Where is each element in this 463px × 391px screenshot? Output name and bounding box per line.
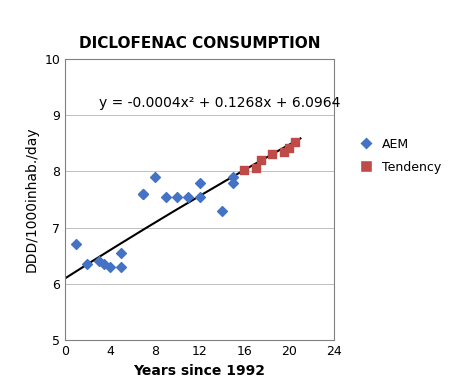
Point xyxy=(290,139,298,145)
Point xyxy=(218,208,225,214)
Legend: AEM, Tendency: AEM, Tendency xyxy=(350,135,443,176)
Point xyxy=(83,261,91,267)
Point xyxy=(257,157,264,163)
Title: DICLOFENAC CONSUMPTION: DICLOFENAC CONSUMPTION xyxy=(79,36,319,50)
Point xyxy=(139,191,147,197)
Point xyxy=(195,179,203,186)
Point xyxy=(195,194,203,200)
Point xyxy=(173,194,181,200)
Point xyxy=(95,258,102,264)
Point xyxy=(240,167,248,173)
Point xyxy=(139,191,147,197)
Point xyxy=(285,145,292,151)
Point xyxy=(184,194,192,200)
Text: y = -0.0004x² + 0.1268x + 6.0964: y = -0.0004x² + 0.1268x + 6.0964 xyxy=(99,95,339,109)
Point xyxy=(117,264,125,270)
Point xyxy=(100,261,108,267)
X-axis label: Years since 1992: Years since 1992 xyxy=(133,364,265,378)
Point xyxy=(229,174,237,180)
Point xyxy=(268,151,275,158)
Point xyxy=(279,149,287,155)
Point xyxy=(162,194,169,200)
Point xyxy=(251,165,259,172)
Point xyxy=(72,241,80,248)
Y-axis label: DDD/1000inhab./day: DDD/1000inhab./day xyxy=(25,127,38,272)
Point xyxy=(106,264,113,270)
Point xyxy=(150,174,158,180)
Point xyxy=(229,179,237,186)
Point xyxy=(117,250,125,256)
